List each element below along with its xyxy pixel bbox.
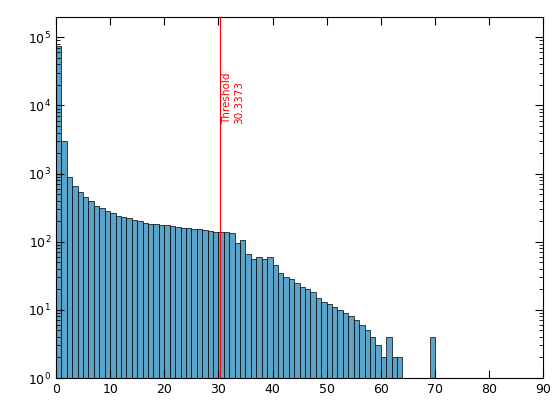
Bar bbox=[56, 46, 62, 420]
Bar bbox=[348, 316, 354, 420]
Text: Threshold
30.3373: Threshold 30.3373 bbox=[222, 73, 244, 124]
Bar bbox=[326, 304, 332, 420]
Bar bbox=[267, 257, 273, 420]
Bar bbox=[278, 273, 283, 420]
Bar bbox=[354, 320, 359, 420]
Bar bbox=[338, 310, 343, 420]
Bar bbox=[305, 289, 310, 420]
Bar bbox=[343, 313, 348, 420]
Bar bbox=[235, 243, 240, 420]
Bar bbox=[273, 265, 278, 420]
Bar bbox=[386, 337, 391, 420]
Bar bbox=[94, 205, 99, 420]
Bar bbox=[375, 346, 381, 420]
Bar bbox=[310, 292, 316, 420]
Bar bbox=[99, 208, 105, 420]
Bar bbox=[121, 217, 127, 420]
Bar bbox=[229, 233, 235, 420]
Bar bbox=[197, 229, 202, 420]
Bar bbox=[105, 211, 110, 420]
Bar bbox=[430, 337, 435, 420]
Bar bbox=[164, 225, 170, 420]
Bar bbox=[67, 177, 72, 420]
Bar bbox=[132, 220, 137, 420]
Bar bbox=[294, 283, 300, 420]
Bar bbox=[170, 226, 175, 420]
Bar bbox=[240, 240, 245, 420]
Bar bbox=[192, 229, 197, 420]
Bar bbox=[256, 257, 262, 420]
Bar bbox=[245, 255, 251, 420]
Bar bbox=[127, 218, 132, 420]
Bar bbox=[321, 302, 326, 420]
Bar bbox=[316, 298, 321, 420]
Bar bbox=[251, 260, 256, 420]
Bar bbox=[289, 279, 294, 420]
Bar bbox=[148, 223, 153, 420]
Bar bbox=[202, 230, 208, 420]
Bar bbox=[78, 192, 83, 420]
Bar bbox=[137, 221, 143, 420]
Bar bbox=[208, 231, 213, 420]
Bar bbox=[262, 260, 267, 420]
Bar bbox=[180, 228, 186, 420]
Bar bbox=[300, 286, 305, 420]
Bar bbox=[403, 378, 408, 420]
Bar bbox=[370, 337, 375, 420]
Bar bbox=[218, 232, 224, 420]
Bar bbox=[88, 202, 94, 420]
Bar bbox=[115, 216, 121, 420]
Bar bbox=[83, 197, 88, 420]
Bar bbox=[359, 325, 365, 420]
Bar bbox=[391, 357, 397, 420]
Bar bbox=[159, 225, 164, 420]
Bar bbox=[397, 357, 403, 420]
Bar bbox=[143, 223, 148, 420]
Bar bbox=[72, 186, 78, 420]
Bar bbox=[153, 224, 159, 420]
Bar bbox=[175, 227, 180, 420]
Bar bbox=[186, 228, 192, 420]
Bar bbox=[213, 232, 218, 420]
Bar bbox=[332, 307, 338, 420]
Bar bbox=[283, 277, 289, 420]
Bar bbox=[110, 213, 115, 420]
Bar bbox=[381, 357, 386, 420]
Bar bbox=[224, 232, 229, 420]
Bar bbox=[62, 141, 67, 420]
Bar bbox=[365, 331, 370, 420]
